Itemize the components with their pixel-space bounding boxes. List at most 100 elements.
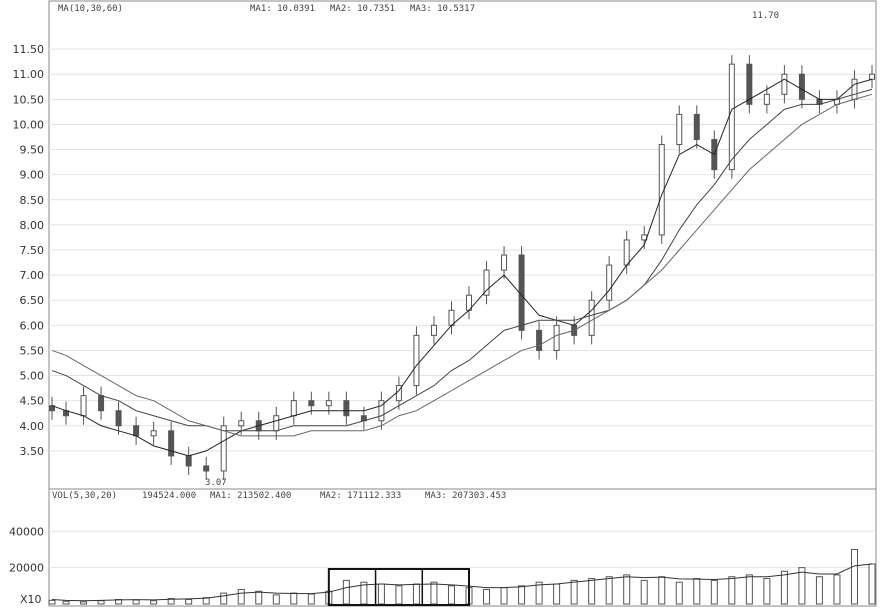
volume-bar <box>395 585 403 605</box>
volume-bar <box>255 590 263 605</box>
price-tick-label: 11.50 <box>13 43 45 56</box>
volume-bar <box>272 594 280 605</box>
volume-bar <box>237 588 245 605</box>
candle-body <box>203 465 210 472</box>
volume-bar <box>377 583 385 605</box>
price-tick-label: 3.50 <box>20 445 45 458</box>
candle-body <box>483 269 490 296</box>
candle-body <box>623 239 630 266</box>
candle-body <box>798 73 805 100</box>
volume-bar <box>693 578 701 605</box>
candle-body <box>185 455 192 467</box>
price-tick-label: 11.00 <box>13 68 45 81</box>
volume-bar <box>815 576 823 605</box>
price-ma2-label: MA2: 10.7351 <box>330 4 395 14</box>
volume-bar <box>570 579 578 605</box>
volume-bar <box>675 581 683 605</box>
volume-bar <box>658 576 666 605</box>
volume-bar <box>202 597 210 605</box>
price-tick-label: 7.50 <box>20 244 45 257</box>
volume-ma1-label: MA1: 213502.400 <box>210 491 291 501</box>
volume-bar <box>48 599 56 605</box>
candle-body <box>115 410 122 427</box>
price-tick-label: 9.00 <box>20 169 45 182</box>
candle-body <box>851 78 858 100</box>
volume-bar <box>132 599 140 605</box>
price-tick-label: 8.50 <box>20 194 45 207</box>
volume-bar <box>97 600 105 605</box>
volume-bar <box>710 579 718 605</box>
candle-body <box>308 400 315 407</box>
candle-body <box>413 334 420 387</box>
candle-body <box>763 93 770 105</box>
volume-bar <box>185 598 193 605</box>
volume-bar <box>728 576 736 605</box>
price-tick-label: 10.00 <box>13 118 45 131</box>
volume-bar <box>412 583 420 605</box>
volume-bar <box>588 578 596 605</box>
candle-body <box>343 400 350 417</box>
volume-bar <box>342 579 350 605</box>
volume-bar <box>483 588 491 605</box>
candle-body <box>378 400 385 422</box>
price-tick-label: 5.00 <box>20 370 45 383</box>
candle-body <box>98 395 105 412</box>
volume-bar <box>868 563 876 605</box>
volume-bar <box>535 581 543 605</box>
price-tick-label: 9.50 <box>20 144 45 157</box>
volume-bar <box>780 570 788 605</box>
candle-body <box>693 113 700 141</box>
volume-bar <box>500 587 508 605</box>
price-tick-label: 4.00 <box>20 420 45 433</box>
candle-body <box>168 430 175 457</box>
volume-bar <box>290 592 298 605</box>
candle-body <box>238 420 245 427</box>
candle-body <box>80 395 87 417</box>
volume-bar <box>430 581 438 605</box>
volume-bar <box>80 601 88 605</box>
candle-body <box>869 73 875 80</box>
candle-body <box>501 254 508 271</box>
volume-bar <box>518 585 526 605</box>
volume-bar <box>553 583 561 605</box>
volume-highlight-box <box>327 568 471 606</box>
price-ma1-label: MA1: 10.0391 <box>250 4 315 14</box>
volume-tick-label: 20000 <box>9 562 44 575</box>
volume-bar <box>763 578 771 605</box>
volume-bar <box>640 579 648 605</box>
volume-tick-label: 40000 <box>9 525 44 538</box>
volume-bar <box>62 600 70 605</box>
volume-bar <box>605 576 613 605</box>
price-tick-label: 10.50 <box>13 93 45 106</box>
price-tick-label: 7.00 <box>20 269 45 282</box>
price-ma-line-ma3 <box>51 93 873 437</box>
price-tick-label: 5.50 <box>20 344 45 357</box>
low-annotation: 3.07 <box>205 478 227 488</box>
volume-bar <box>447 585 455 605</box>
candle-body <box>676 113 683 146</box>
price-ma-line-ma2 <box>51 88 873 432</box>
candle-body <box>290 400 297 417</box>
price-tick-label: 8.00 <box>20 219 45 232</box>
price-ma3-label: MA3: 10.5317 <box>410 4 475 14</box>
candle-body <box>728 63 735 171</box>
volume-bar <box>850 548 858 605</box>
price-ma-line-ma1 <box>51 78 873 457</box>
price-tick-label: 6.00 <box>20 319 45 332</box>
price-tick-label: 6.50 <box>20 294 45 307</box>
volume-value: 194524.000 <box>142 491 196 501</box>
price-tick-label: 4.50 <box>20 395 45 408</box>
volume-bar <box>798 567 806 605</box>
candle-body <box>746 63 753 105</box>
price-ma-params: MA(10,30,60) <box>58 4 123 14</box>
candle-body <box>325 400 332 407</box>
candle-body <box>553 324 560 351</box>
candle-body <box>150 430 157 437</box>
candle-body <box>606 264 613 301</box>
volume-ma-line <box>51 563 873 602</box>
volume-bar <box>220 592 228 605</box>
volume-ma3-label: MA3: 207303.453 <box>425 491 506 501</box>
candle-body <box>220 425 227 472</box>
